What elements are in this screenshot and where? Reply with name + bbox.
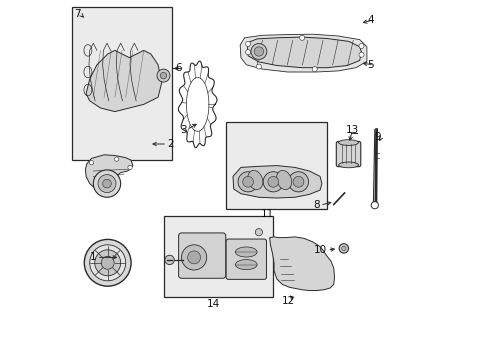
Text: 14: 14: [207, 299, 220, 309]
Ellipse shape: [338, 162, 358, 168]
Bar: [226, 122, 326, 209]
Text: 10: 10: [313, 245, 326, 255]
FancyBboxPatch shape: [178, 233, 225, 278]
Ellipse shape: [247, 170, 263, 190]
Circle shape: [370, 202, 378, 209]
Polygon shape: [269, 237, 334, 291]
Circle shape: [127, 165, 132, 170]
Circle shape: [95, 250, 121, 276]
Circle shape: [101, 256, 114, 269]
Polygon shape: [232, 166, 321, 198]
Text: 1: 1: [90, 252, 97, 262]
Circle shape: [245, 41, 250, 46]
Circle shape: [245, 50, 250, 55]
Circle shape: [164, 255, 174, 265]
Ellipse shape: [338, 140, 358, 145]
Circle shape: [254, 47, 263, 56]
Circle shape: [288, 172, 308, 192]
Ellipse shape: [235, 260, 257, 270]
Circle shape: [263, 172, 283, 192]
Text: 8: 8: [313, 200, 320, 210]
Circle shape: [299, 35, 304, 40]
Circle shape: [267, 176, 278, 187]
Circle shape: [114, 157, 119, 161]
Text: 11: 11: [261, 209, 274, 219]
Circle shape: [89, 245, 125, 281]
Circle shape: [256, 64, 261, 69]
Polygon shape: [85, 155, 133, 192]
Polygon shape: [240, 34, 366, 72]
FancyBboxPatch shape: [225, 239, 266, 279]
Bar: [163, 216, 273, 297]
Circle shape: [157, 69, 170, 82]
Circle shape: [358, 44, 363, 49]
Circle shape: [89, 161, 94, 165]
Ellipse shape: [235, 247, 257, 257]
Text: 13: 13: [345, 125, 358, 135]
Text: 12: 12: [281, 296, 294, 306]
Text: 7: 7: [74, 9, 81, 19]
Circle shape: [160, 72, 166, 79]
Circle shape: [255, 229, 262, 236]
Circle shape: [238, 172, 258, 192]
Circle shape: [358, 52, 363, 57]
Text: 2: 2: [167, 139, 173, 149]
Text: 6: 6: [175, 63, 181, 73]
Text: 5: 5: [366, 60, 373, 70]
Polygon shape: [86, 50, 162, 112]
FancyBboxPatch shape: [336, 141, 360, 167]
Circle shape: [242, 176, 253, 187]
Circle shape: [339, 244, 348, 253]
Bar: [72, 7, 172, 160]
Circle shape: [84, 239, 131, 286]
Circle shape: [93, 170, 121, 197]
Circle shape: [292, 176, 303, 187]
Text: 4: 4: [366, 15, 373, 25]
Circle shape: [98, 175, 116, 193]
Circle shape: [187, 251, 200, 264]
Text: 9: 9: [374, 132, 381, 142]
Circle shape: [341, 246, 346, 251]
Circle shape: [181, 245, 206, 270]
Circle shape: [250, 44, 266, 59]
Polygon shape: [247, 37, 361, 68]
Ellipse shape: [276, 170, 291, 190]
Circle shape: [311, 67, 317, 72]
Text: 3: 3: [180, 125, 186, 135]
Circle shape: [102, 179, 111, 188]
